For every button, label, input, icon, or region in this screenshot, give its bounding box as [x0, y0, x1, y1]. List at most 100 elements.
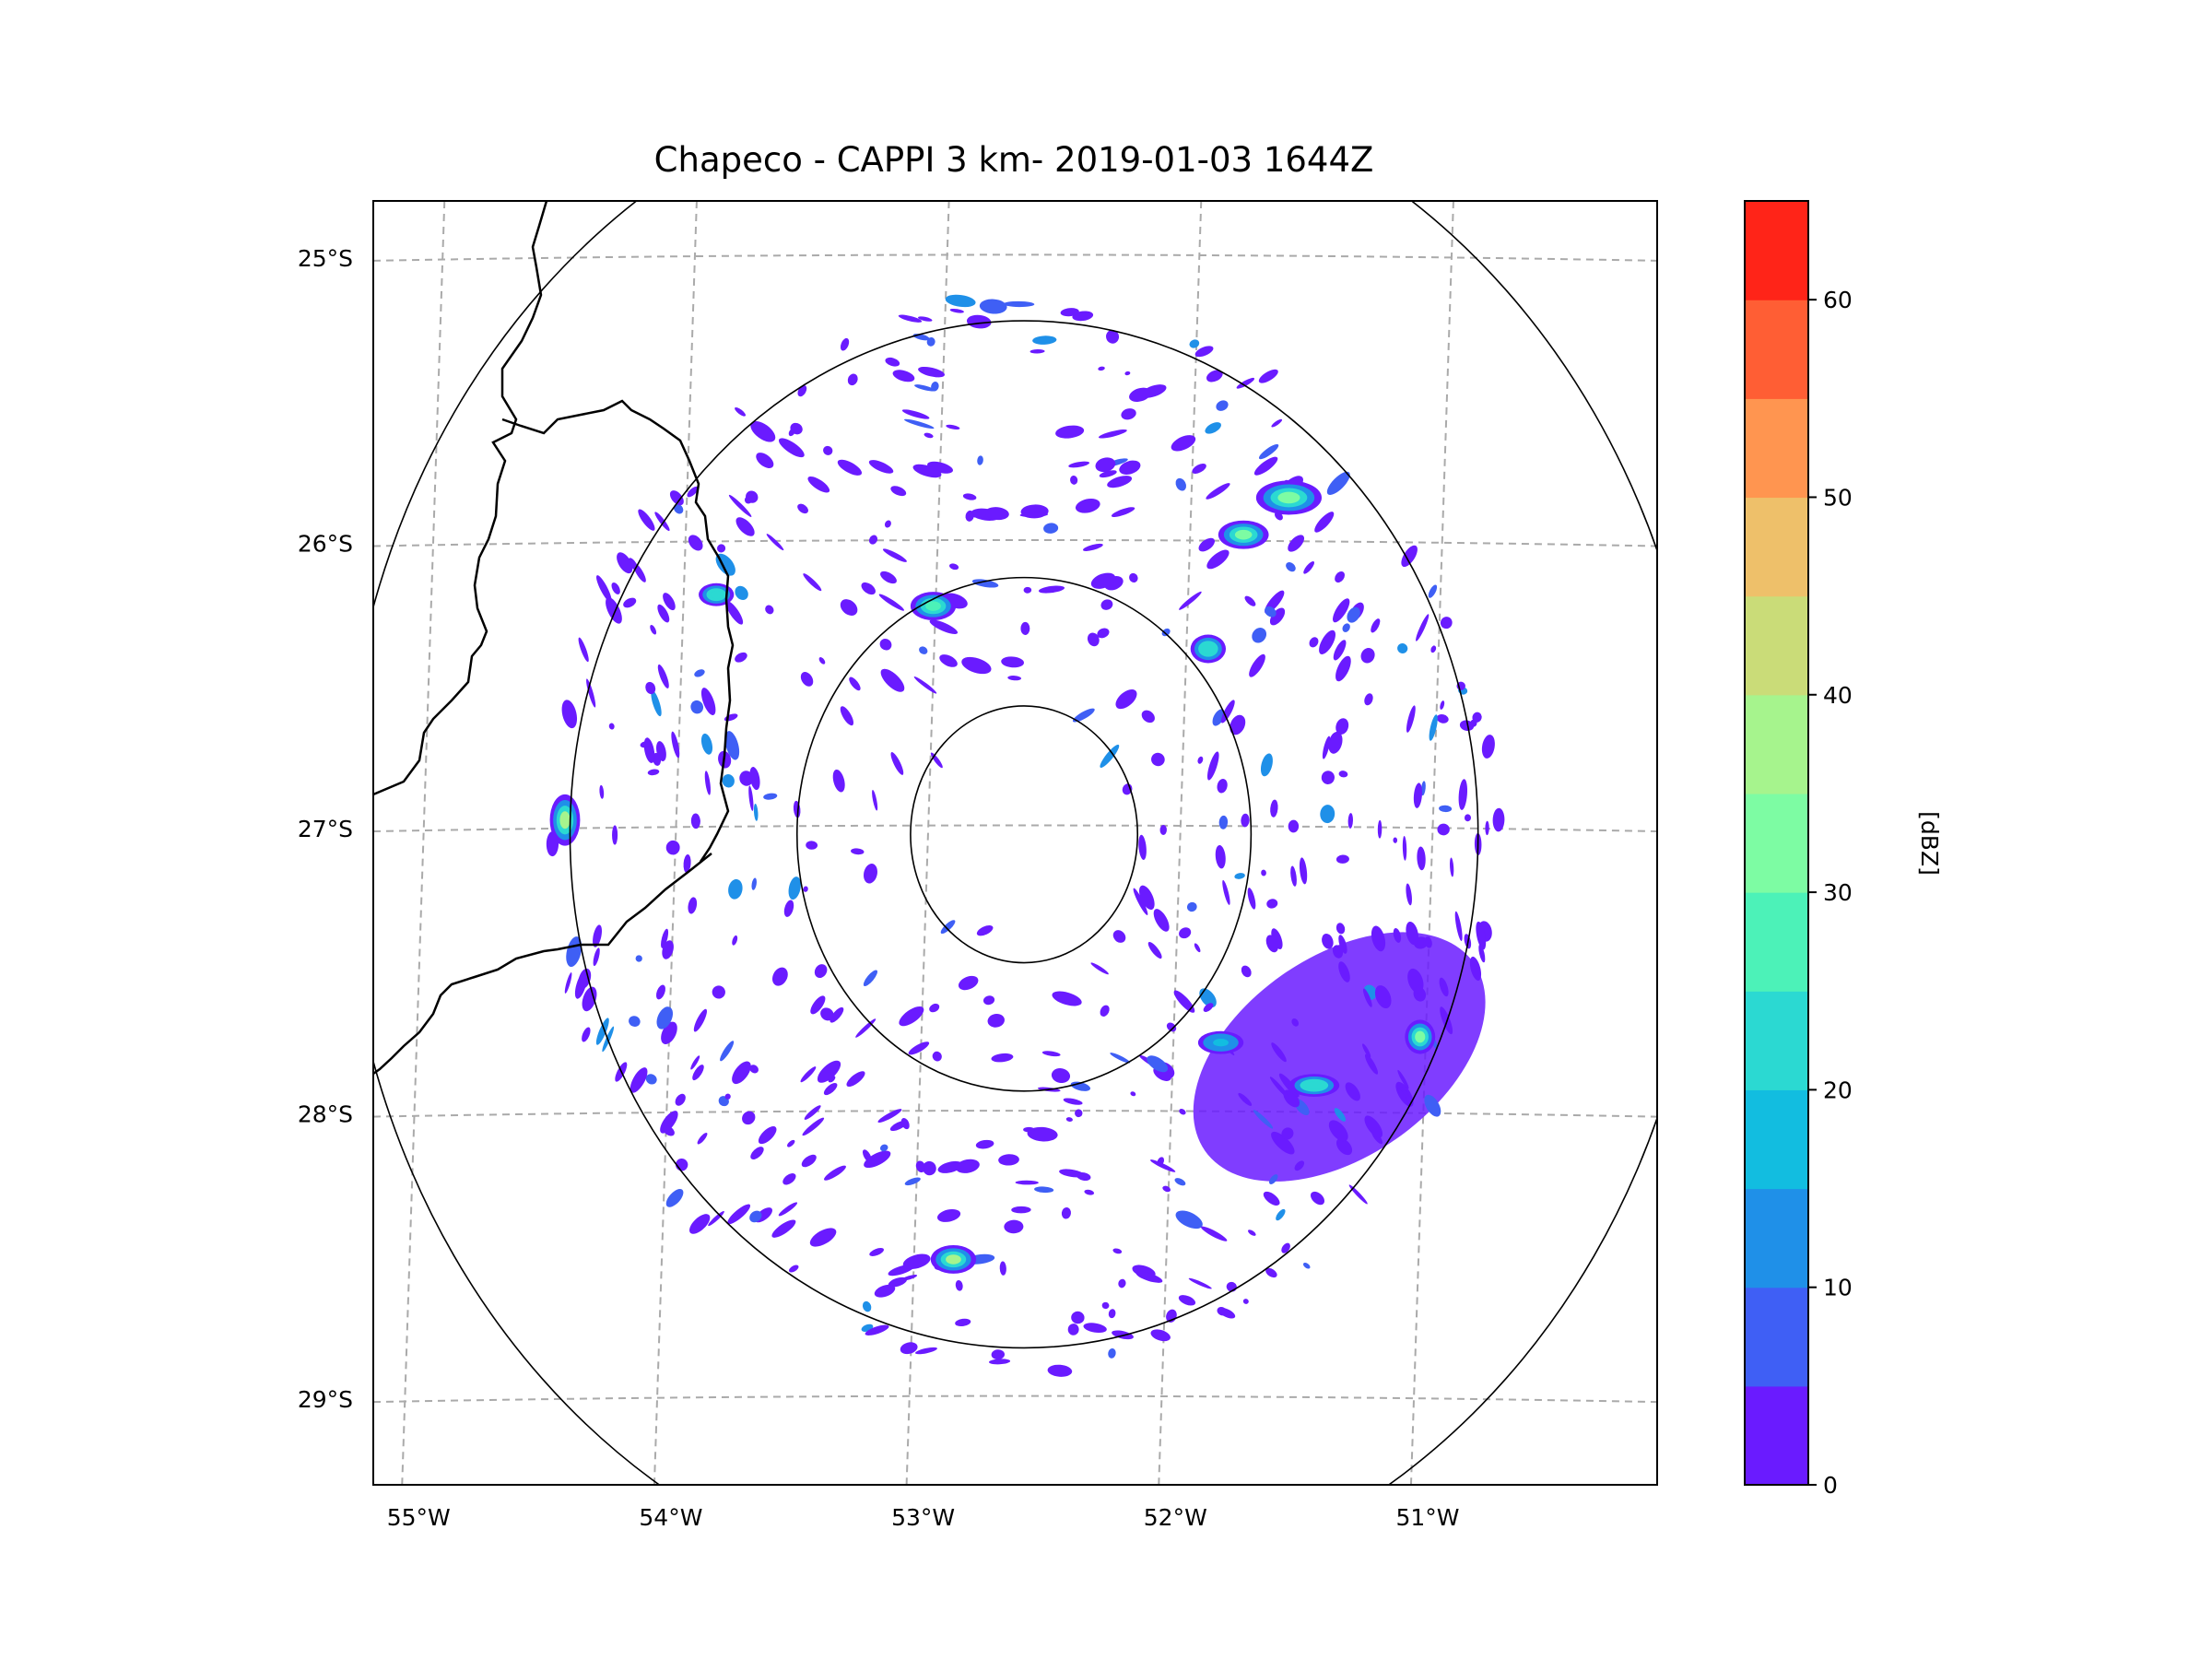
echo-speckle: [892, 370, 915, 382]
echo-speckle: [863, 970, 878, 987]
echo-speckle: [976, 925, 994, 936]
echo-speckle: [1253, 456, 1278, 476]
map-frame: [372, 200, 1658, 1486]
echo-speckle: [1492, 807, 1505, 832]
echo-speckle: [923, 1160, 936, 1176]
echo-speckle: [802, 1117, 825, 1136]
echo-speckle: [586, 678, 596, 708]
echo-speckle: [810, 995, 826, 1015]
echo-speckle: [1364, 1115, 1383, 1138]
colorbar-tick-label: 10: [1823, 1275, 1853, 1301]
echo-speckle: [868, 535, 878, 545]
echo-speckle: [1454, 911, 1463, 942]
echo-speckle: [1248, 1230, 1256, 1236]
echo-speckle: [1450, 857, 1454, 877]
colorbar-tick-label: 60: [1823, 287, 1853, 313]
echo-speckle: [1469, 956, 1482, 982]
echo-speckle: [803, 573, 822, 592]
border-paraguay: [501, 399, 735, 863]
echo-speckle: [1319, 629, 1336, 654]
echo-speckle: [1322, 933, 1334, 949]
echo-speckle: [1439, 805, 1453, 813]
echo-speckle: [863, 864, 877, 884]
echo-speckle: [1269, 1077, 1289, 1099]
echo-speckle: [899, 1006, 924, 1027]
echo-speckle: [1099, 470, 1117, 478]
echo-speckle: [629, 1067, 648, 1093]
echo-speckle: [635, 955, 642, 962]
echo-speckle: [982, 995, 995, 1006]
echo-speckle: [1063, 1098, 1083, 1105]
echo-speckle: [869, 1247, 884, 1256]
echo-speckle: [962, 493, 977, 500]
echo-speckle: [949, 308, 964, 313]
echo-speckle: [880, 668, 905, 692]
echo-speckle: [1161, 628, 1171, 637]
echo-speckle: [912, 464, 942, 478]
echo-speckle: [797, 503, 808, 514]
echo-speckle: [1281, 1127, 1294, 1140]
echo-speckle: [1175, 1210, 1203, 1230]
echo-northeast-b-core: [1234, 529, 1253, 540]
echo-speckle: [771, 967, 788, 986]
echo-speckle: [1440, 617, 1453, 629]
echo-speckle: [1216, 400, 1229, 411]
echo-speckle: [965, 510, 974, 522]
echo-speckle: [1283, 1089, 1300, 1108]
echo-speckle: [801, 1154, 817, 1168]
echo-speckle: [732, 1061, 751, 1085]
echo-speckle: [1147, 941, 1162, 959]
colorbar-band: [1745, 201, 1808, 300]
echo-speckle: [1222, 879, 1230, 905]
echo-speckle: [766, 534, 784, 551]
map-content: [373, 201, 1657, 1485]
echo-speckle: [961, 656, 992, 675]
lat-tick-label: 25°S: [298, 245, 353, 272]
echo-speckle: [1061, 1206, 1071, 1219]
echo-speckle: [937, 1160, 963, 1173]
echo-speckle: [1271, 928, 1283, 949]
colorbar-band: [1745, 1385, 1808, 1486]
echo-speckle: [788, 877, 801, 900]
echo-speckle: [1129, 387, 1151, 403]
echo-speckle: [948, 563, 959, 571]
echo-speckle: [1335, 655, 1351, 682]
echo-speckle: [1205, 422, 1221, 434]
colorbar-tick-label: 40: [1823, 682, 1853, 709]
echo-speckle: [913, 677, 937, 694]
echo-speckle: [1321, 771, 1335, 784]
echo-speckle: [1271, 1042, 1287, 1063]
echo-speckle: [1206, 751, 1219, 781]
echo-speckle: [1420, 781, 1426, 796]
echo-speckle: [885, 357, 900, 367]
echo-speckle: [1377, 819, 1382, 839]
echo-speckle: [690, 700, 704, 714]
latitude-labels: 25°S 26°S 27°S 28°S 29°S: [298, 245, 353, 1413]
echo-speckle: [924, 432, 934, 439]
echo-speckle: [1371, 925, 1386, 952]
echo-speckle: [1335, 923, 1346, 935]
echo-northwest-core: [710, 590, 723, 599]
echo-speckle: [830, 1006, 844, 1023]
echo-speckle: [804, 1105, 821, 1120]
lat-tick-label: 29°S: [298, 1386, 353, 1413]
echo-speckle: [849, 677, 861, 691]
echo-speckle: [700, 733, 713, 755]
echo-speckle: [1309, 637, 1319, 648]
echo-speckle: [1393, 927, 1402, 943]
echo-speckle: [578, 968, 592, 989]
echo-speckle: [1153, 909, 1170, 932]
echo-speckle: [800, 1066, 817, 1083]
echo-speckle: [1203, 1003, 1214, 1012]
echo-speckle: [1141, 710, 1155, 724]
echo-speckle: [955, 1279, 963, 1291]
echo-speckle: [1397, 643, 1408, 653]
echo-speckle: [651, 690, 662, 717]
echo-speckle: [675, 1093, 686, 1106]
echo-speckle: [1100, 1005, 1110, 1017]
colorbar-tick-label: 20: [1823, 1077, 1853, 1103]
echo-speckle: [914, 384, 935, 392]
echo-speckle: [1362, 988, 1372, 1007]
echo-speckle: [582, 1027, 591, 1042]
echo-speckle: [1011, 1206, 1031, 1214]
